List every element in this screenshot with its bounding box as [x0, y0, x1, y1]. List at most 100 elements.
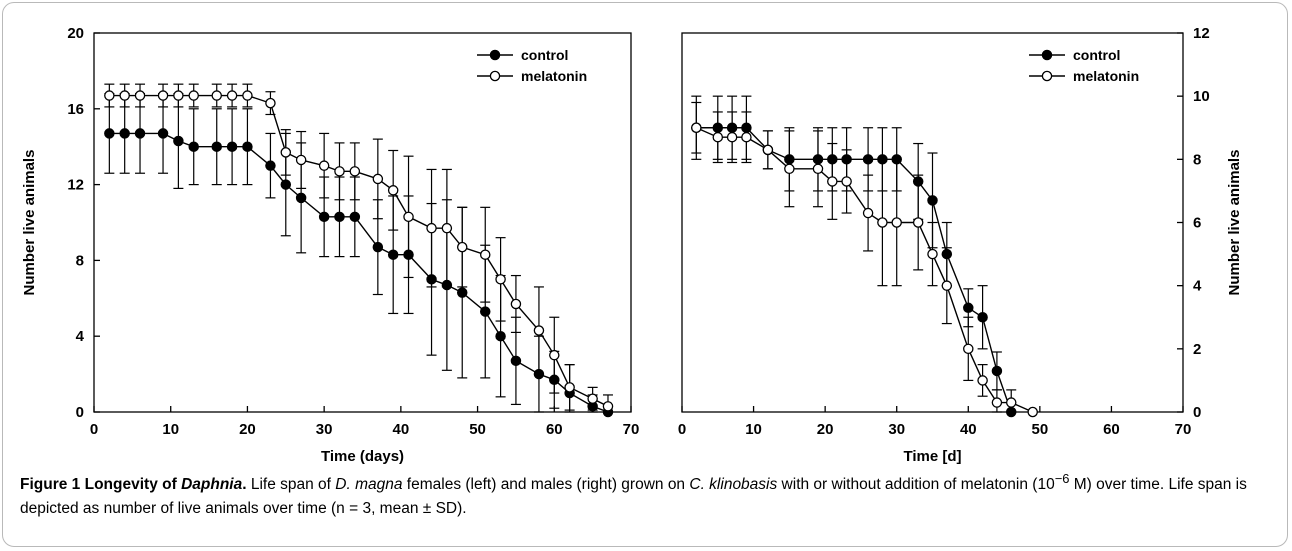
- data-point: [495, 274, 506, 285]
- data-point: [211, 90, 222, 101]
- data-point: [188, 141, 199, 152]
- y-tick-label: 10: [1193, 88, 1210, 105]
- y-tick-label: 0: [76, 404, 84, 421]
- x-axis-title: Time (days): [321, 448, 404, 465]
- data-point: [977, 311, 988, 323]
- chart-panel-right: 0 2 4 6 8 10 12 0 10 20 30 40 50 60 70 Time [d] Number l…: [678, 25, 1243, 465]
- y-tick-label: 2: [1193, 341, 1201, 358]
- caption-label: Figure 1: [20, 476, 81, 494]
- data-point: [1005, 397, 1017, 408]
- legend-label-control: control: [1073, 47, 1120, 63]
- data-point: [403, 211, 414, 223]
- y-tick-label: 12: [67, 177, 84, 194]
- data-point: [334, 211, 345, 223]
- data-point: [977, 375, 988, 386]
- data-point: [862, 154, 874, 165]
- data-point: [119, 90, 130, 101]
- data-point: [549, 349, 560, 361]
- data-point: [242, 90, 253, 101]
- data-point: [157, 90, 169, 101]
- x-tick-label: 60: [546, 421, 563, 438]
- data-point: [456, 287, 468, 298]
- plot-frame: [93, 32, 632, 413]
- data-point: [963, 343, 974, 355]
- data-point: [741, 131, 752, 143]
- y-axis-title: Number live animals: [1226, 150, 1243, 296]
- legend-marker: [489, 49, 501, 61]
- y-tick-label: 8: [1193, 151, 1201, 168]
- legend-label-control: control: [521, 47, 568, 63]
- caption-title: Longevity of Daphnia.: [84, 476, 247, 494]
- x-tick-label: 50: [469, 421, 486, 438]
- data-point: [334, 166, 345, 177]
- data-point: [726, 131, 738, 143]
- data-point: [104, 128, 115, 139]
- data-point: [762, 144, 774, 156]
- legend-marker: [1041, 49, 1053, 61]
- x-tick-label: 70: [1175, 421, 1192, 438]
- data-point: [134, 90, 146, 101]
- data-point: [877, 217, 888, 228]
- x-tick-label: 30: [316, 421, 333, 438]
- data-point: [510, 298, 522, 310]
- data-point: [862, 207, 874, 219]
- x-tick-label: 0: [90, 421, 98, 438]
- data-point: [318, 160, 330, 171]
- data-point: [564, 382, 575, 393]
- data-point: [927, 195, 938, 206]
- data-point: [387, 185, 399, 196]
- caption-text-3: with or without addition of melatonin (1…: [777, 476, 1055, 494]
- x-tick-label: 30: [888, 421, 905, 438]
- x-tick-label: 60: [1103, 421, 1120, 438]
- series-control: [104, 93, 614, 418]
- series-control: [691, 95, 1017, 418]
- data-point: [188, 90, 199, 101]
- legend-label-melatonin: melatonin: [1073, 68, 1139, 84]
- y-tick-label: 0: [1193, 404, 1201, 421]
- data-point: [712, 131, 724, 143]
- data-point: [104, 90, 115, 101]
- data-point: [280, 147, 292, 158]
- data-point: [226, 90, 238, 101]
- data-point: [295, 154, 307, 166]
- chart-panel-left: 0 4 8 12 16 20 0 10 20 30 40 50 60 70 Time (days) Numbe…: [21, 25, 639, 465]
- data-point: [784, 163, 795, 175]
- x-tick-label: 40: [393, 421, 410, 438]
- data-point: [134, 128, 146, 139]
- figure-caption: Figure 1 Longevity of Daphnia. Life span…: [20, 467, 1275, 521]
- legend-marker: [489, 70, 501, 82]
- y-tick-label: 8: [76, 252, 84, 269]
- data-point: [927, 248, 938, 260]
- data-point: [533, 325, 545, 336]
- caption-text-4: M) over time. Life span is depicted as n…: [20, 476, 1247, 518]
- data-point: [456, 241, 468, 253]
- data-point: [479, 249, 491, 260]
- data-point: [211, 141, 222, 152]
- data-point: [173, 90, 184, 101]
- data-point: [318, 211, 330, 223]
- data-point: [441, 222, 453, 234]
- data-point: [349, 211, 361, 223]
- series-line: [109, 132, 609, 413]
- series-line: [109, 94, 609, 407]
- data-point: [372, 173, 384, 185]
- y-tick-label: 4: [1193, 278, 1202, 295]
- data-point: [387, 249, 399, 260]
- x-tick-label: 0: [678, 421, 686, 438]
- data-point: [602, 401, 614, 412]
- data-point: [295, 192, 307, 204]
- y-tick-label: 6: [1193, 215, 1201, 232]
- data-point: [495, 330, 506, 342]
- series-melatonin: [104, 83, 614, 413]
- data-point: [691, 122, 702, 134]
- legend: control melatonin: [1029, 47, 1139, 84]
- x-tick-label: 70: [623, 421, 640, 438]
- y-axis-title: Number live animals: [21, 150, 38, 296]
- data-point: [265, 97, 276, 109]
- data-point: [226, 141, 238, 152]
- legend: control melatonin: [477, 47, 587, 84]
- y-tick-label: 12: [1193, 25, 1210, 42]
- series-melatonin: [691, 101, 1038, 418]
- data-point: [963, 302, 974, 314]
